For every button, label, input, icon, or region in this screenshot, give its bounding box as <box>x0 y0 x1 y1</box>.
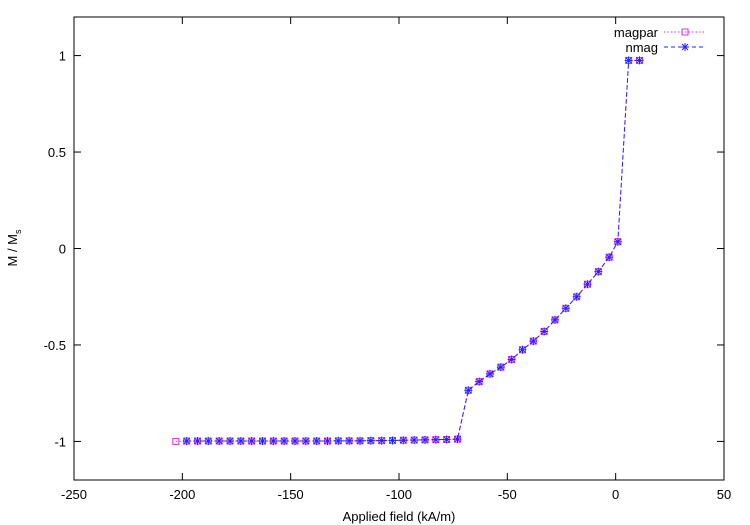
series-line-nmag <box>186 59 640 442</box>
data-point-nmag <box>475 377 484 386</box>
data-point-nmag <box>345 436 354 445</box>
data-point-magpar <box>172 437 180 445</box>
y-tick-label: -0.5 <box>44 338 66 353</box>
legend-label-nmag: nmag <box>625 40 658 55</box>
y-axis-label-subscript: s <box>13 229 23 234</box>
data-point-nmag <box>291 437 299 446</box>
data-point-nmag <box>258 437 267 446</box>
data-point-nmag <box>356 436 364 445</box>
data-point-nmag <box>529 337 538 346</box>
data-point-nmag <box>269 437 278 446</box>
y-axis-label-main: M / M <box>5 234 20 267</box>
data-point-nmag <box>442 435 451 444</box>
data-point-nmag <box>204 437 213 446</box>
data-point-nmag <box>496 363 505 372</box>
data-point-nmag <box>540 327 549 336</box>
y-tick-label: 0 <box>59 242 66 257</box>
x-tick-label: 0 <box>612 487 619 502</box>
y-tick-label: 0.5 <box>48 145 66 160</box>
data-point-nmag <box>182 437 191 446</box>
data-point-nmag <box>518 345 527 354</box>
legend-label-magpar: magpar <box>614 25 659 40</box>
x-tick-label: -100 <box>386 487 412 502</box>
data-point-nmag <box>453 435 462 444</box>
series-line-magpar <box>175 59 640 442</box>
x-tick-label: -50 <box>498 487 517 502</box>
data-point-nmag <box>215 437 224 446</box>
x-tick-label: 50 <box>717 487 731 502</box>
legend-marker-magpar <box>681 28 689 36</box>
y-tick-label: -1 <box>54 434 66 449</box>
series-nmag <box>182 56 644 446</box>
data-point-nmag <box>507 355 516 364</box>
data-point-nmag <box>312 437 321 446</box>
y-tick-label: 1 <box>59 49 66 64</box>
data-point-nmag <box>399 436 408 445</box>
data-point-nmag <box>551 315 559 324</box>
data-point-nmag <box>377 436 386 445</box>
ticks <box>73 17 725 480</box>
x-tick-label: -150 <box>278 487 304 502</box>
tick-labels: -250 -200 -150 -100 -50 0 50 -1 -0.5 0 0.5 1 <box>44 49 732 502</box>
data-point-nmag <box>366 436 375 445</box>
x-tick-label: -200 <box>169 487 195 502</box>
y-axis-label: M / Ms <box>5 229 23 267</box>
data-point-nmag <box>583 280 592 289</box>
data-point-nmag <box>410 436 419 445</box>
data-point-nmag <box>301 437 310 446</box>
data-point-nmag <box>464 386 473 395</box>
data-point-nmag <box>323 437 332 446</box>
x-tick-label: -250 <box>61 487 87 502</box>
data-point-nmag <box>561 304 570 313</box>
data-point-nmag <box>486 369 494 378</box>
data-point-nmag <box>247 437 256 446</box>
data-point-nmag <box>421 435 429 444</box>
x-axis-label: Applied field (kA/m) <box>343 509 456 524</box>
data-point-nmag <box>613 237 622 246</box>
data-point-nmag <box>572 292 581 301</box>
data-point-nmag <box>193 437 202 446</box>
data-point-nmag <box>334 436 343 445</box>
data-point-nmag <box>226 437 234 446</box>
plot-frame <box>73 16 725 481</box>
legend-marker-nmag <box>681 43 689 51</box>
data-point-nmag <box>624 56 633 65</box>
data-point-nmag <box>594 267 603 276</box>
data-point-nmag <box>605 253 614 262</box>
data-point-nmag <box>635 56 644 65</box>
data-point-nmag <box>280 437 289 446</box>
data-point-nmag <box>236 437 245 446</box>
series-magpar <box>172 56 643 445</box>
data-point-nmag <box>388 436 397 445</box>
series-layer <box>172 56 644 446</box>
data-point-nmag <box>431 435 440 444</box>
